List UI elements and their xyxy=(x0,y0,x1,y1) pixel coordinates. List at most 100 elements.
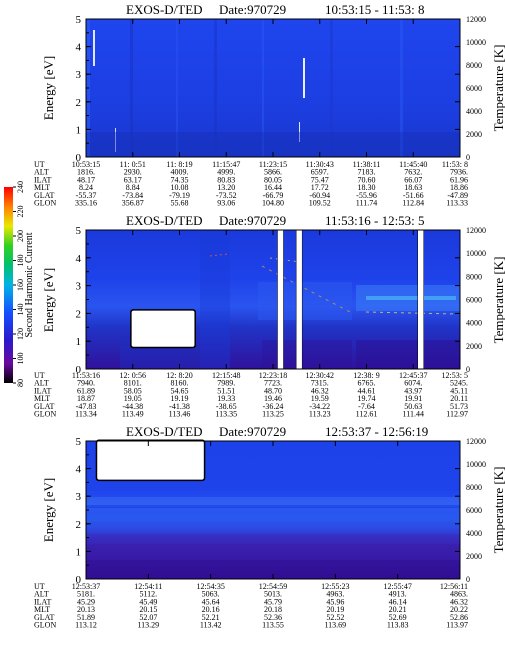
orbit-cell: 113.97 xyxy=(446,621,468,630)
energy-tick-label: 3 xyxy=(76,69,82,81)
panel-3-time-range: 12:53:37 - 12:56:19 xyxy=(325,424,428,439)
orbit-row-label: UT xyxy=(34,160,45,169)
orbit-cell: 52.52 xyxy=(326,613,344,622)
orbit-row-label: GLAT xyxy=(34,402,55,411)
orbit-cell: 113.69 xyxy=(324,621,346,630)
temperature-tick-label: 4000 xyxy=(466,107,482,116)
orbit-cell: 52.36 xyxy=(264,613,282,622)
orbit-cell: 46.32 xyxy=(311,386,329,395)
orbit-cell: 4963. xyxy=(326,590,344,599)
orbit-cell: 12:53:37 xyxy=(72,582,100,591)
orbit-cell: -55.37 xyxy=(76,191,97,200)
energy-tick-label: 5 xyxy=(76,14,82,26)
panel-2: EXOS-D/TED Date:970729 11:53:16 - 12:53:… xyxy=(34,213,505,419)
orbit-row-label: ILAT xyxy=(34,597,51,606)
orbit-cell: 12: 0:56 xyxy=(120,371,146,380)
temperature-tick-label: 10000 xyxy=(466,249,486,258)
panel-2-overlays xyxy=(130,229,424,370)
orbit-cell: 4913. xyxy=(389,590,407,599)
orbit-cell: -7.64 xyxy=(358,402,375,411)
orbit-cell: 74.35 xyxy=(171,175,189,184)
orbit-row-label: GLON xyxy=(34,621,56,630)
panel-2-axes: 0 1 2 3 4 5 0 2000 4000 6000 8000 10000 12000 xyxy=(76,225,487,376)
orbit-cell: 70.60 xyxy=(358,175,376,184)
orbit-cell: 18.86 xyxy=(450,183,468,192)
colorbar-tick-label: 200 xyxy=(16,230,25,242)
orbit-cell: 5063. xyxy=(202,590,220,599)
panel-1-orbit-table: UTALTILATMLTGLATGLON10:53:151816.48.178.… xyxy=(34,160,468,208)
orbit-cell: 356.87 xyxy=(122,199,144,208)
energy-tick-label: 2 xyxy=(76,519,82,531)
orbit-row-label: ILAT xyxy=(34,386,51,395)
orbit-cell: 11:45:40 xyxy=(399,160,427,169)
energy-tick-label: 5 xyxy=(76,225,82,237)
orbit-cell: 113.42 xyxy=(200,621,222,630)
energy-tick-label: 1 xyxy=(76,546,82,558)
orbit-cell: 12:23:18 xyxy=(259,371,287,380)
temperature-tick-label: 8000 xyxy=(466,272,482,281)
colorbar-tick-label: 100 xyxy=(16,353,25,365)
orbit-row-label: ALT xyxy=(34,168,49,177)
orbit-cell: 66.07 xyxy=(404,175,422,184)
temperature-tick-label: 0 xyxy=(466,153,470,162)
orbit-cell: 93.06 xyxy=(217,199,235,208)
orbit-cell: -55.96 xyxy=(356,191,377,200)
orbit-cell: 113.23 xyxy=(309,410,331,419)
orbit-cell: 7183. xyxy=(358,168,376,177)
orbit-cell: 16.44 xyxy=(264,183,282,192)
orbit-cell: 5013. xyxy=(264,590,282,599)
orbit-cell: 12:45:37 xyxy=(399,371,427,380)
orbit-cell: 20.13 xyxy=(77,605,95,614)
orbit-cell: 12:15:48 xyxy=(212,371,240,380)
orbit-cell: 113.33 xyxy=(446,199,468,208)
orbit-cell: -47.83 xyxy=(76,402,97,411)
orbit-cell: 52.21 xyxy=(202,613,220,622)
orbit-cell: 5866. xyxy=(264,168,282,177)
orbit-cell: 45.96 xyxy=(326,597,344,606)
colorbar-tick-label: 80 xyxy=(16,379,25,387)
orbit-cell: 12:30:42 xyxy=(306,371,334,380)
orbit-cell: 45.11 xyxy=(450,386,468,395)
orbit-cell: 58.05 xyxy=(124,386,142,395)
orbit-cell: -73.84 xyxy=(122,191,143,200)
panel-3-overlays xyxy=(95,439,206,482)
orbit-cell: -51.66 xyxy=(403,191,424,200)
temperature-tick-label: 0 xyxy=(466,575,470,584)
orbit-row-label: MLT xyxy=(34,605,50,614)
orbit-cell: 44.61 xyxy=(358,386,376,395)
orbit-cell: 46.14 xyxy=(389,597,407,606)
colorbar-tick-label: 220 xyxy=(16,206,25,218)
energy-tick-label: 0 xyxy=(76,364,82,376)
orbit-cell: 12:54:11 xyxy=(134,582,162,591)
orbit-cell: 113.46 xyxy=(169,410,191,419)
temperature-tick-label: 8000 xyxy=(466,483,482,492)
orbit-cell: 4999. xyxy=(217,168,235,177)
orbit-cell: 54.65 xyxy=(171,386,189,395)
orbit-cell: -73.52 xyxy=(216,191,237,200)
temperature-tick-label: 6000 xyxy=(466,506,482,515)
colorbar-tick-label: 140 xyxy=(16,304,25,316)
colorbar-ticks: 80 100 120 140 160 180 200 220 240 xyxy=(13,181,25,387)
orbit-cell: 5112. xyxy=(139,590,157,599)
orbit-cell: 19.46 xyxy=(264,394,282,403)
temperature-tick-label: 10000 xyxy=(466,38,486,47)
orbit-cell: 55.68 xyxy=(171,199,189,208)
orbit-cell: 51.89 xyxy=(77,613,95,622)
data-gap-block xyxy=(131,310,195,347)
panel-2-title: EXOS-D/TED xyxy=(126,213,203,228)
data-gap xyxy=(295,229,303,370)
orbit-cell: 11: 8:19 xyxy=(166,160,192,169)
orbit-cell: 80.05 xyxy=(264,175,282,184)
orbit-cell: 75.47 xyxy=(311,175,329,184)
orbit-cell: 46.32 xyxy=(450,597,468,606)
energy-tick-label: 2 xyxy=(76,308,82,320)
temperature-tick-label: 12000 xyxy=(466,226,486,235)
orbit-cell: -34.22 xyxy=(309,402,330,411)
panel-1-time-range: 10:53:15 - 11:53: 8 xyxy=(325,2,425,17)
temperature-tick-label: 6000 xyxy=(466,84,482,93)
orbit-cell: -79.19 xyxy=(169,191,190,200)
temperature-tick-label: 4000 xyxy=(466,529,482,538)
orbit-cell: -66.79 xyxy=(263,191,284,200)
colorbar-tick-label: 180 xyxy=(16,255,25,267)
orbit-cell: 43.97 xyxy=(404,386,422,395)
